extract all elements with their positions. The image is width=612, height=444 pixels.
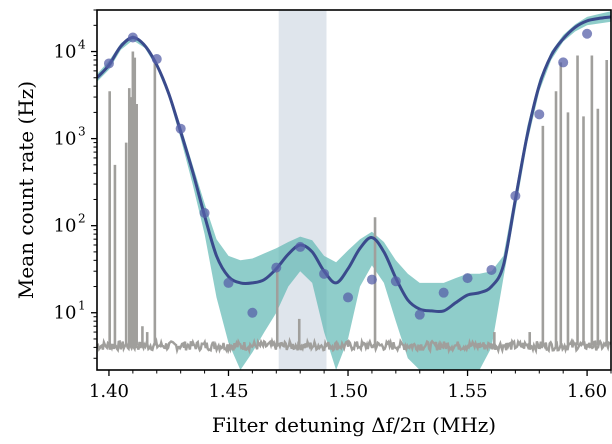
y-tick-label: 10 bbox=[54, 129, 77, 150]
confidence-band bbox=[97, 11, 611, 370]
data-point bbox=[366, 274, 377, 285]
data-point bbox=[390, 276, 401, 287]
data-point bbox=[199, 207, 210, 218]
data-point bbox=[319, 268, 330, 279]
y-tick-exponent: 4 bbox=[78, 38, 86, 52]
data-point bbox=[558, 57, 569, 68]
data-point bbox=[223, 277, 234, 288]
x-tick-label: 1.45 bbox=[208, 381, 248, 402]
y-tick-exponent: 1 bbox=[78, 299, 86, 313]
shaded-region bbox=[278, 10, 327, 370]
y-tick-label: 10 bbox=[54, 303, 77, 324]
data-point bbox=[414, 309, 425, 320]
x-axis-title: Filter detuning Δf/2π (MHz) bbox=[212, 413, 496, 437]
y-tick-label: 10 bbox=[54, 216, 77, 237]
plot-frame bbox=[96, 9, 612, 371]
data-point bbox=[486, 264, 497, 275]
x-tick-label: 1.40 bbox=[89, 381, 129, 402]
data-point bbox=[438, 287, 449, 298]
y-tick-exponent: 2 bbox=[78, 212, 86, 226]
background-trace bbox=[97, 336, 611, 355]
data-point bbox=[247, 307, 258, 318]
data-point bbox=[271, 262, 282, 273]
data-point bbox=[295, 241, 306, 252]
data-point bbox=[175, 123, 186, 134]
y-axis-title: Mean count rate (Hz) bbox=[14, 81, 38, 299]
data-point bbox=[103, 58, 114, 69]
y-tick-label: 10 bbox=[54, 42, 77, 63]
plot-area bbox=[97, 10, 611, 370]
data-point bbox=[534, 109, 545, 120]
y-tick-exponent: 3 bbox=[78, 125, 86, 139]
data-point bbox=[343, 292, 354, 303]
x-tick-label: 1.55 bbox=[448, 381, 488, 402]
data-point bbox=[582, 28, 593, 39]
data-point bbox=[462, 273, 473, 284]
data-point bbox=[127, 32, 138, 43]
data-point bbox=[151, 54, 162, 65]
data-point bbox=[510, 190, 521, 201]
x-tick-label: 1.60 bbox=[567, 381, 607, 402]
x-tick-label: 1.50 bbox=[328, 381, 368, 402]
fit-line bbox=[97, 15, 611, 314]
